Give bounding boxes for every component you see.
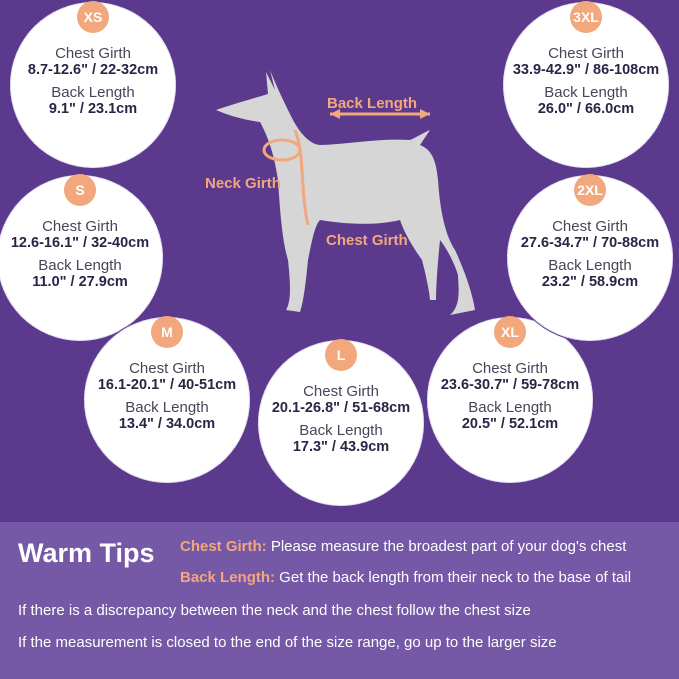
size-badge: XL (494, 316, 526, 348)
back-length-value: 23.2" / 58.9cm (541, 274, 639, 290)
neck-girth-label: Neck Girth (205, 175, 281, 192)
back-length-value: 9.1" / 23.1cm (48, 101, 138, 117)
chest-girth-value: 20.1-26.8" / 51-68cm (271, 400, 411, 416)
chest-girth-value: 12.6-16.1" / 32-40cm (10, 235, 150, 251)
back-length-value: 13.4" / 34.0cm (118, 416, 216, 432)
size-badge: 2XL (574, 174, 606, 206)
chest-girth-value: 33.9-42.9" / 86-108cm (512, 62, 660, 78)
tip-back-key: Back Length: (180, 569, 276, 586)
size-badge: 3XL (570, 1, 602, 33)
size-badge: L (325, 339, 357, 371)
size-badge: S (64, 174, 96, 206)
chest-girth-label: Chest Girth (548, 45, 624, 62)
back-length-label: Back Length (468, 399, 552, 416)
back-length-value: 17.3" / 43.9cm (292, 439, 390, 455)
tip-chest-text: Please measure the broadest part of your… (266, 538, 627, 555)
size-card-3xl: 3XL Chest Girth 33.9-42.9" / 86-108cm Ba… (503, 1, 669, 168)
size-card-s: S Chest Girth 12.6-16.1" / 32-40cm Back … (0, 174, 163, 341)
size-card-xs: XS Chest Girth 8.7-12.6" / 22-32cm Back … (10, 1, 176, 168)
warm-tips-banner: Warm Tips Chest Girth: Please measure th… (0, 522, 679, 679)
chest-girth-label: Chest Girth (326, 232, 408, 249)
size-card-m: M Chest Girth 16.1-20.1" / 40-51cm Back … (84, 316, 250, 483)
chest-girth-label: Chest Girth (55, 45, 131, 62)
tip-size-up: If the measurement is closed to the end … (18, 634, 557, 651)
chest-girth-label: Chest Girth (303, 383, 379, 400)
chest-girth-label: Chest Girth (552, 218, 628, 235)
chest-girth-value: 23.6-30.7" / 59-78cm (440, 377, 580, 393)
warm-tips-title: Warm Tips (18, 538, 155, 568)
back-length-label: Back Length (51, 84, 135, 101)
chest-girth-label: Chest Girth (42, 218, 118, 235)
tip-back-text: Get the back length from their neck to t… (275, 569, 632, 586)
size-card-2xl: 2XL Chest Girth 27.6-34.7" / 70-88cm Bac… (507, 174, 673, 341)
back-length-label: Back Length (38, 257, 122, 274)
size-badge: M (151, 316, 183, 348)
size-badge: XS (77, 1, 109, 33)
tip-discrepancy: If there is a discrepancy between the ne… (18, 602, 531, 619)
back-length-value: 20.5" / 52.1cm (461, 416, 559, 432)
chest-girth-value: 27.6-34.7" / 70-88cm (520, 235, 660, 251)
chest-girth-label: Chest Girth (129, 360, 205, 377)
chest-girth-value: 8.7-12.6" / 22-32cm (27, 62, 159, 78)
back-length-label: Back Length (125, 399, 209, 416)
back-length-label: Back Length (299, 422, 383, 439)
chest-girth-label: Chest Girth (472, 360, 548, 377)
tip-chest-key: Chest Girth: (180, 538, 267, 555)
tip-back: Back Length: Get the back length from th… (180, 569, 631, 586)
size-card-l: L Chest Girth 20.1-26.8" / 51-68cm Back … (258, 339, 424, 506)
size-card-xl: XL Chest Girth 23.6-30.7" / 59-78cm Back… (427, 316, 593, 483)
back-length-value: 26.0" / 66.0cm (537, 101, 635, 117)
back-length-label: Back Length (544, 84, 628, 101)
tip-chest: Chest Girth: Please measure the broadest… (180, 538, 626, 555)
chest-girth-value: 16.1-20.1" / 40-51cm (97, 377, 237, 393)
back-length-value: 11.0" / 27.9cm (32, 274, 128, 290)
back-length-label: Back Length (327, 95, 418, 112)
dog-silhouette (216, 70, 475, 315)
back-length-label: Back Length (548, 257, 632, 274)
